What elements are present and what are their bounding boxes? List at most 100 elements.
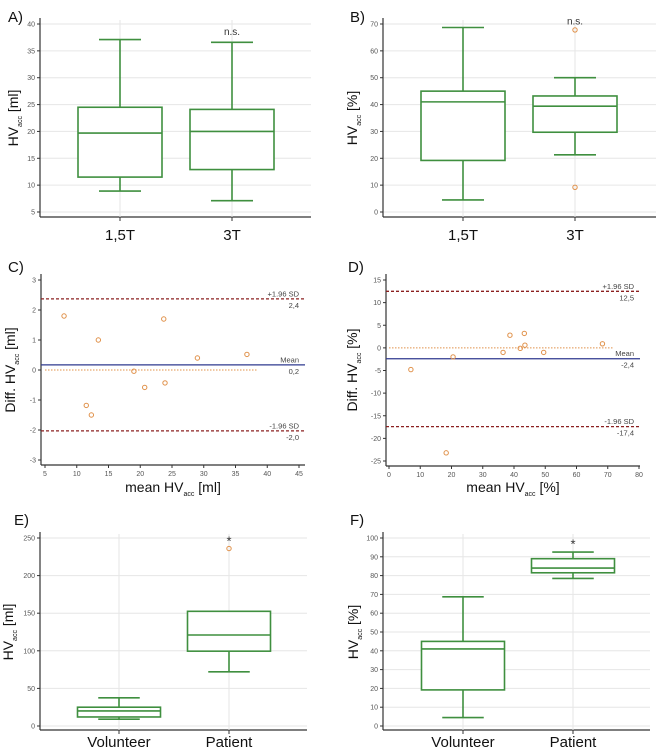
label-main: HV	[0, 640, 16, 660]
label-subscript: acc	[525, 491, 536, 498]
data-point	[500, 349, 506, 356]
box-volunteer	[420, 596, 506, 719]
data-point	[521, 330, 528, 337]
label-subscript: acc	[12, 630, 19, 641]
y-tick-label: 0	[374, 210, 378, 217]
panel-label: A)	[8, 9, 23, 26]
iqr-box	[76, 706, 162, 718]
upper-line-value: 2,4	[289, 301, 299, 310]
y-axis-title: HVacc [%]	[344, 91, 363, 145]
box-3t	[189, 41, 275, 202]
y-tick-label: 40	[27, 22, 35, 29]
label-unit: [ml]	[2, 327, 18, 353]
y-tick-label: 30	[370, 129, 378, 136]
category-label: 1,5T	[448, 227, 478, 244]
y-tick-label: 150	[23, 611, 35, 618]
y-tick-label: 40	[370, 648, 378, 655]
box-patient	[186, 545, 272, 673]
significance-annotation: *	[570, 537, 575, 552]
x-tick-label: 30	[479, 472, 487, 479]
label-subscript: acc	[184, 491, 195, 498]
x-tick-label: 10	[73, 471, 81, 478]
y-tick-label: 40	[370, 102, 378, 109]
y-tick-label: 60	[370, 48, 378, 55]
x-tick-label: 35	[232, 471, 240, 478]
label-main: HV	[5, 126, 21, 146]
data-point	[599, 341, 606, 347]
y-tick-label: 100	[23, 648, 35, 655]
y-tick-label: 70	[370, 592, 378, 599]
iqr-box	[186, 610, 272, 652]
lower-line-label: -1.96 SD	[269, 421, 299, 430]
y-tick-label: -10	[371, 391, 381, 398]
y-tick-label: 20	[370, 686, 378, 693]
significance-annotation: n.s.	[567, 16, 583, 27]
y-tick-label: 15	[373, 278, 381, 285]
data-point	[161, 316, 167, 322]
panel-f: F) HVacc [%] 0 10 20 30 40 50 60 70 80 90 100 Volunte…	[345, 512, 650, 749]
data-point	[83, 402, 89, 409]
lower-line-value: -17,4	[617, 429, 634, 438]
label-unit: [%]	[345, 605, 361, 629]
data-point	[162, 380, 168, 386]
iqr-box	[189, 108, 275, 171]
y-tick-label: 5	[377, 323, 381, 330]
x-tick-label: 60	[573, 472, 581, 479]
y-axis-title: HVacc [ml]	[5, 90, 24, 147]
panel-b: B) HVacc [%] 0 10 20 30 40 50 60 70 1,5T 3T n.s.	[344, 9, 656, 244]
label-unit: [ml]	[194, 479, 220, 495]
x-tick-label: 30	[200, 471, 208, 478]
box-3t	[532, 27, 618, 190]
y-tick-label: 90	[370, 554, 378, 561]
y-tick-label: 80	[370, 573, 378, 580]
x-tick-label: 45	[295, 471, 303, 478]
y-tick-label: 250	[23, 536, 35, 543]
box-patient	[530, 551, 616, 580]
y-tick-label: 0	[32, 368, 36, 375]
iqr-box	[530, 557, 616, 574]
lower-line-label: -1.96 SD	[604, 417, 634, 426]
y-tick-label: -25	[371, 459, 381, 466]
label-main: HV	[345, 639, 361, 659]
y-tick-label: 50	[27, 686, 35, 693]
significance-annotation: n.s.	[224, 27, 240, 38]
mean-line-value: -2,4	[621, 361, 634, 370]
y-tick-label: 0	[377, 345, 381, 352]
label-unit: [%]	[536, 479, 560, 495]
label-subscript: acc	[356, 352, 363, 363]
mean-line-label: Mean	[280, 355, 299, 364]
outlier-point	[572, 184, 578, 190]
data-point	[61, 313, 67, 319]
y-tick-label: -5	[375, 368, 381, 375]
box-15t	[77, 38, 163, 192]
y-tick-label: -2	[30, 428, 36, 435]
y-tick-label: 10	[370, 705, 378, 712]
x-tick-label: 80	[635, 472, 643, 479]
data-point	[131, 368, 137, 374]
y-tick-label: 50	[370, 75, 378, 82]
label-main: mean HV	[466, 479, 525, 495]
data-point	[95, 337, 102, 343]
x-axis-title: mean HVacc [ml]	[125, 479, 221, 498]
x-tick-label: 40	[263, 471, 271, 478]
outlier-point	[572, 27, 578, 33]
x-tick-label: 20	[448, 472, 456, 479]
y-tick-label: 1	[32, 338, 36, 345]
x-tick-label: 70	[604, 472, 612, 479]
x-tick-label: 15	[105, 471, 113, 478]
y-tick-label: 60	[370, 611, 378, 618]
y-tick-label: -20	[371, 436, 381, 443]
y-tick-label: 100	[366, 536, 378, 543]
y-tick-label: -15	[371, 413, 381, 420]
category-label: Volunteer	[431, 734, 494, 749]
mean-line-label: Mean	[615, 349, 634, 358]
category-label: 3T	[566, 227, 584, 244]
label-main: HV	[344, 125, 360, 145]
y-tick-label: 10	[27, 183, 35, 190]
panel-label: D)	[348, 259, 364, 276]
y-tick-label: 30	[27, 75, 35, 82]
y-axis-title: HVacc [ml]	[0, 604, 19, 661]
category-label: 3T	[223, 227, 241, 244]
